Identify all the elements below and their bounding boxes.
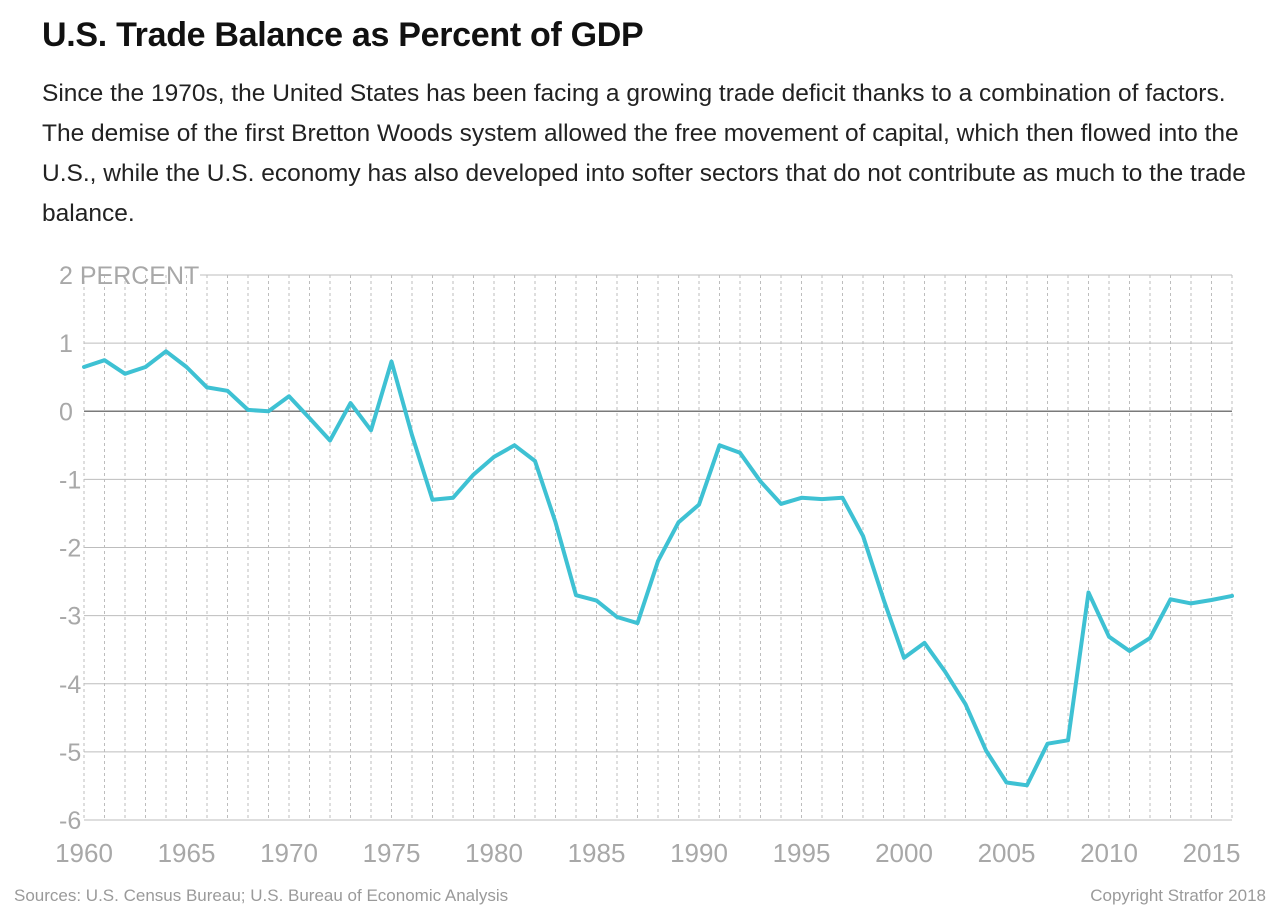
y-tick-label: -1 (59, 466, 81, 494)
horizontal-gridlines (84, 274, 1232, 821)
y-tick-label: -6 (59, 807, 81, 835)
source-note: Sources: U.S. Census Bureau; U.S. Bureau… (14, 886, 509, 905)
chart-title: U.S. Trade Balance as Percent of GDP (42, 16, 644, 54)
x-tick-label: 1980 (465, 838, 523, 868)
y-axis-tick-labels: 2 PERCENT 1 0 -1 -2 -3 -4 -5 -6 (59, 262, 199, 835)
chart-subtitle: Since the 1970s, the United States has b… (42, 80, 1246, 227)
y-tick-label: 2 PERCENT (59, 262, 199, 290)
x-tick-label: 1960 (55, 838, 113, 868)
y-tick-label: -5 (59, 739, 81, 767)
x-tick-label: 2000 (875, 838, 933, 868)
y-tick-label: -3 (59, 603, 81, 631)
x-tick-label: 2005 (978, 838, 1036, 868)
y-tick-label: 0 (59, 398, 73, 426)
x-tick-label: 1975 (363, 838, 421, 868)
x-tick-label: 1995 (773, 838, 831, 868)
x-tick-label: 2015 (1183, 838, 1241, 868)
y-tick-label: -2 (59, 535, 81, 563)
copyright-note: Copyright Stratfor 2018 (1090, 886, 1266, 905)
y-tick-label: 1 (59, 330, 73, 358)
x-tick-label: 1985 (568, 838, 626, 868)
x-tick-label: 1970 (260, 838, 318, 868)
x-axis-tick-labels: 1960 1965 1970 1975 1980 1985 1990 1995 2000 2005… (55, 838, 1240, 868)
series-line-0 (82, 349, 1234, 788)
y-tick-label: -4 (59, 671, 81, 699)
x-tick-label: 2010 (1080, 838, 1138, 868)
x-tick-label: 1965 (158, 838, 216, 868)
x-tick-label: 1990 (670, 838, 728, 868)
series-layer (82, 349, 1234, 788)
